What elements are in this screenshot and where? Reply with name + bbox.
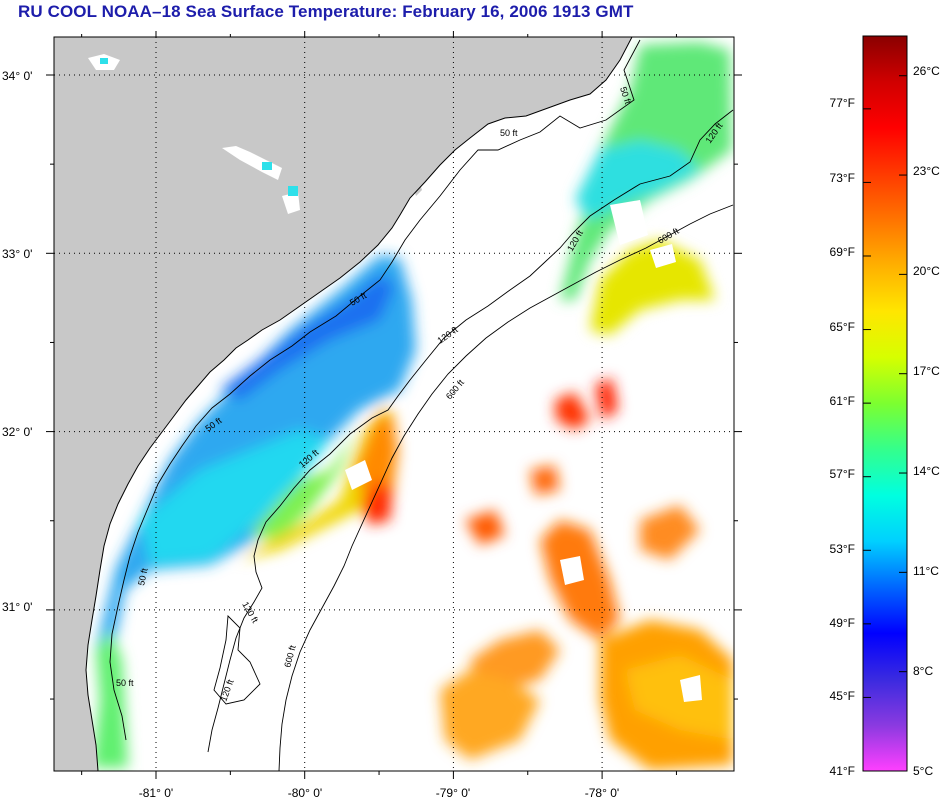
lat-label-33: 33° 0': [2, 247, 32, 261]
f-label-69: 69°F: [830, 245, 855, 259]
lat-label-31: 31° 0': [2, 600, 32, 614]
lat-label-34: 34° 0': [2, 69, 32, 83]
celsius-labels: 26°C 23°C 20°C 17°C 14°C 11°C 8°C 5°C: [913, 64, 940, 778]
barrier-island-1: [598, 50, 616, 76]
sst-offshore-patch-8: [465, 510, 505, 545]
contour-120ft: [207, 109, 734, 753]
sst-offshore-patch-7: [595, 378, 618, 420]
f-label-53: 53°F: [830, 542, 855, 556]
inland-cloud-1: [222, 146, 282, 180]
lon-label-81: -81° 0': [139, 786, 173, 800]
cloud-gap-1: [345, 460, 372, 490]
sst-northeast-cyan: [575, 140, 700, 220]
cloud-gap-2: [610, 200, 648, 245]
sst-field: [92, 42, 733, 770]
c-label-17: 17°C: [913, 364, 940, 378]
sst-offshore-patch-5: [625, 655, 733, 740]
sst-northeast-yellow: [590, 240, 715, 335]
sst-nearshore-cold: [220, 275, 395, 400]
contour-label-50ft-southwest: 50 ft: [136, 567, 150, 587]
sst-shelf-edge-green: [250, 420, 360, 540]
inland-cloud-3: [282, 192, 300, 214]
lon-label-78: -78° 0': [585, 786, 619, 800]
contour-label-50ft-north: 50 ft: [500, 128, 518, 138]
sst-offshore-patch-10: [530, 465, 560, 495]
cloud-gap-5: [680, 675, 702, 702]
c-label-20: 20°C: [913, 264, 940, 278]
inland-water-pixels: [100, 58, 298, 196]
sst-offshore-patch-2: [470, 630, 560, 690]
cloud-gap-4: [560, 556, 584, 585]
inland-water-1: [262, 162, 272, 170]
sst-southern-green: [92, 630, 128, 768]
fahrenheit-labels: 77°F 73°F 69°F 65°F 61°F 57°F 53°F 49°F …: [830, 96, 855, 778]
longitude-labels: -81° 0' -80° 0' -79° 0' -78° 0': [139, 786, 619, 800]
cloud-gaps: [345, 200, 702, 702]
colorbar-ticks: [863, 75, 907, 772]
sst-offshore-patch-9: [640, 505, 700, 560]
sst-offshore-patch-3: [440, 670, 540, 760]
c-label-8: 8°C: [913, 664, 933, 678]
map-title: RU COOL NOAA–18 Sea Surface Temperature:…: [18, 2, 634, 21]
contour-label-50ft-far-south: 50 ft: [116, 678, 134, 688]
c-label-26: 26°C: [913, 64, 940, 78]
f-label-65: 65°F: [830, 320, 855, 334]
f-label-41: 41°F: [830, 764, 855, 778]
colorbar: 77°F 73°F 69°F 65°F 61°F 57°F 53°F 49°F …: [830, 35, 940, 778]
bathymetry-contours: [109, 39, 734, 771]
c-label-11: 11°C: [913, 564, 939, 578]
inland-water-2: [288, 186, 298, 196]
cloud-gap-3: [650, 244, 676, 268]
f-label-73: 73°F: [830, 171, 855, 185]
contour-50ft: [109, 39, 641, 741]
map-panel: 50 ft 50 ft 50 ft 50 ft 50 ft 50 ft 120 …: [54, 37, 734, 771]
map-frame: [53, 36, 735, 772]
c-label-5: 5°C: [913, 764, 933, 778]
axis-ticks: [46, 31, 742, 779]
sst-gulfstream-red: [360, 480, 392, 525]
f-label-45: 45°F: [830, 689, 855, 703]
contour-shelf-loop: [213, 614, 261, 705]
latitude-labels: 34° 0' 33° 0' 32° 0' 31° 0': [2, 69, 32, 614]
f-label-77: 77°F: [830, 96, 855, 110]
land-mass: [54, 37, 632, 771]
f-label-57: 57°F: [830, 467, 855, 481]
inland-water-3: [100, 58, 108, 64]
c-label-23: 23°C: [913, 164, 940, 178]
lon-label-79: -79° 0': [436, 786, 470, 800]
c-label-14: 14°C: [913, 464, 940, 478]
lat-label-32: 32° 0': [2, 425, 32, 439]
inland-clouds: [88, 54, 300, 214]
contour-600ft: [278, 204, 734, 771]
lon-label-80: -80° 0': [288, 786, 322, 800]
coastline: [85, 37, 633, 771]
sst-midshelf-cyan: [140, 430, 330, 565]
graticule: [54, 37, 734, 771]
f-label-61: 61°F: [830, 394, 855, 408]
sst-offshore-patch-6: [555, 392, 590, 430]
f-label-49: 49°F: [830, 616, 855, 630]
